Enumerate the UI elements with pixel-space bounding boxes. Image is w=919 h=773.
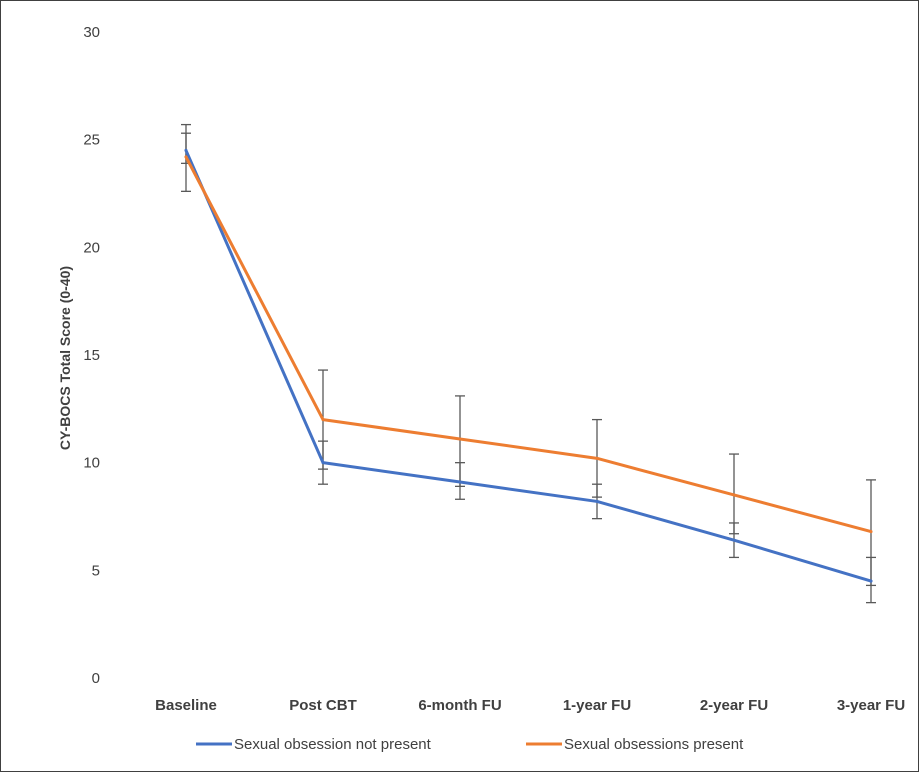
data-point: [732, 538, 736, 542]
data-point: [869, 579, 873, 583]
y-axis-ticks: 0 5 10 15 20 25 30: [83, 24, 100, 687]
y-tick-label: 5: [92, 562, 100, 579]
x-axis-labels: Baseline Post CBT 6-month FU 1-year FU 2-yea…: [155, 697, 905, 714]
x-tick-label: 1-year FU: [563, 697, 631, 714]
y-tick-label: 15: [83, 347, 100, 364]
x-tick-label: 6-month FU: [418, 697, 501, 714]
series-line-2: [184, 155, 873, 534]
data-point: [458, 480, 462, 484]
legend-item: Sexual obsessions present: [526, 736, 744, 753]
y-tick-label: 20: [83, 239, 100, 256]
legend-label: Sexual obsession not present: [234, 736, 432, 753]
legend-item: Sexual obsession not present: [196, 736, 432, 753]
data-point: [869, 530, 873, 534]
data-point: [595, 499, 599, 503]
data-point: [458, 437, 462, 441]
x-tick-label: 2-year FU: [700, 697, 768, 714]
x-tick-label: Post CBT: [289, 697, 357, 714]
error-bar: [455, 395, 465, 488]
data-point: [321, 418, 325, 422]
y-tick-label: 25: [83, 132, 100, 149]
data-point: [595, 456, 599, 460]
y-tick-label: 0: [92, 670, 100, 687]
legend: Sexual obsession not present Sexual obses…: [196, 736, 744, 753]
series-lines: [184, 148, 873, 583]
y-axis-title: CY-BOCS Total Score (0-40): [57, 266, 73, 450]
x-tick-label: Baseline: [155, 697, 217, 714]
data-point: [732, 493, 736, 497]
x-tick-label: 3-year FU: [837, 697, 905, 714]
y-tick-label: 30: [83, 24, 100, 41]
data-point: [184, 148, 188, 152]
data-point: [321, 461, 325, 465]
legend-label: Sexual obsessions present: [564, 736, 744, 753]
error-bars: [181, 123, 876, 604]
data-point: [184, 155, 188, 159]
y-tick-label: 10: [83, 455, 100, 472]
series-line-1: [184, 148, 873, 583]
